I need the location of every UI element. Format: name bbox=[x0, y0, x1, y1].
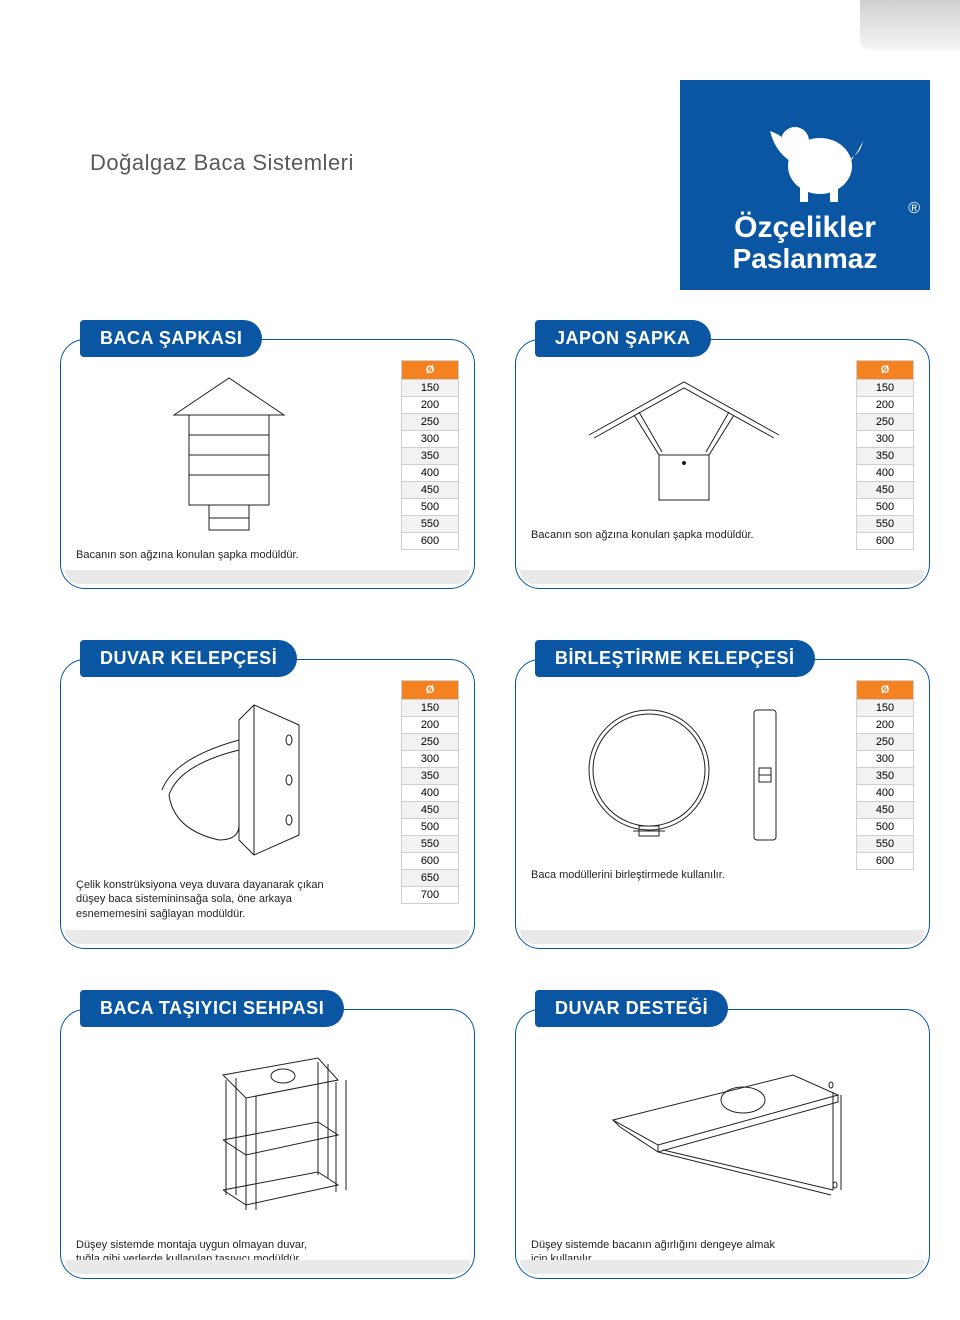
card-desc: Bacanın son ağzına konulan şapka modüldü… bbox=[76, 548, 299, 562]
card-footer-strip bbox=[520, 570, 925, 584]
diameter-table: Ø 150 200 250 300 350 400 450 500 550 60… bbox=[856, 360, 914, 550]
brand-sub: Paslanmaz bbox=[733, 244, 878, 275]
diameter-table: Ø 150 200 250 300 350 400 450 500 550 60… bbox=[401, 360, 459, 550]
diameter-table: Ø 150 200 250 300 350 400 450 500 550 60… bbox=[856, 680, 914, 870]
card-title: BACA ŞAPKASI bbox=[80, 320, 262, 357]
registered-mark: ® bbox=[908, 200, 920, 218]
card-title: BACA TAŞIYICI SEHPASI bbox=[80, 990, 344, 1027]
card-body: Çelik konstrüksiyona veya duvara dayanar… bbox=[60, 659, 475, 949]
corner-tab bbox=[860, 0, 960, 50]
card-footer-strip bbox=[520, 930, 925, 944]
diam-header: Ø bbox=[857, 681, 914, 700]
card-body: Bacanın son ağzına konulan şapka modüldü… bbox=[60, 339, 475, 589]
japon-sapka-diagram bbox=[574, 370, 794, 520]
card-title: DUVAR DESTEĞİ bbox=[535, 990, 728, 1027]
card-footer-strip bbox=[65, 930, 470, 944]
card-desc: Çelik konstrüksiyona veya duvara dayanar… bbox=[76, 878, 326, 921]
card-duvar-kelepcesi: DUVAR KELEPÇESİ Çelik konstrüksiyona vey… bbox=[60, 640, 475, 949]
birlestirme-kelepcesi-diagram bbox=[569, 690, 799, 860]
page-title: Doğalgaz Baca Sistemleri bbox=[90, 150, 354, 176]
card-body: Baca modüllerini birleştirmede kullanılı… bbox=[515, 659, 930, 949]
row-1: BACA ŞAPKASI Bacanın son ağzına konulan … bbox=[60, 320, 930, 589]
card-desc: Baca modüllerini birleştirmede kullanılı… bbox=[531, 868, 725, 882]
diam-header: Ø bbox=[402, 681, 459, 700]
card-title: BİRLEŞTİRME KELEPÇESİ bbox=[535, 640, 815, 677]
diam-header: Ø bbox=[402, 361, 459, 380]
card-body: Düşey sistemde bacanın ağırlığını dengey… bbox=[515, 1009, 930, 1279]
baca-tasiyici-diagram bbox=[168, 1040, 368, 1230]
card-duvar-destegi: DUVAR DESTEĞİ bbox=[515, 990, 930, 1279]
brand-logo: Özçelikler Paslanmaz ® bbox=[680, 80, 930, 290]
card-title: JAPON ŞAPKA bbox=[535, 320, 711, 357]
diam-header: Ø bbox=[857, 361, 914, 380]
card-footer-strip bbox=[65, 1260, 470, 1274]
card-baca-sapkasi: BACA ŞAPKASI Bacanın son ağzına konulan … bbox=[60, 320, 475, 589]
card-body: Bacanın son ağzına konulan şapka modüldü… bbox=[515, 339, 930, 589]
duvar-destegi-diagram bbox=[583, 1040, 863, 1230]
card-title: DUVAR KELEPÇESİ bbox=[80, 640, 297, 677]
card-footer-strip bbox=[520, 1260, 925, 1274]
row-3: BACA TAŞIYICI SEHPASI bbox=[60, 990, 930, 1279]
card-japon-sapka: JAPON ŞAPKA Bacanın son ağzına konul bbox=[515, 320, 930, 589]
duvar-kelepcesi-diagram bbox=[144, 690, 314, 870]
card-body: Düşey sistemde montaja uygun olmayan duv… bbox=[60, 1009, 475, 1279]
card-footer-strip bbox=[65, 570, 470, 584]
baca-sapkasi-diagram bbox=[154, 370, 304, 540]
card-baca-tasiyici: BACA TAŞIYICI SEHPASI bbox=[60, 990, 475, 1279]
lion-icon bbox=[745, 106, 865, 206]
row-2: DUVAR KELEPÇESİ Çelik konstrüksiyona vey… bbox=[60, 640, 930, 949]
card-birlestirme-kelepcesi: BİRLEŞTİRME KELEPÇESİ Baca modüllerini b… bbox=[515, 640, 930, 949]
diameter-table: Ø 150 200 250 300 350 400 450 500 550 60… bbox=[401, 680, 459, 904]
card-desc: Bacanın son ağzına konulan şapka modüldü… bbox=[531, 528, 754, 542]
brand-name: Özçelikler bbox=[734, 211, 876, 244]
